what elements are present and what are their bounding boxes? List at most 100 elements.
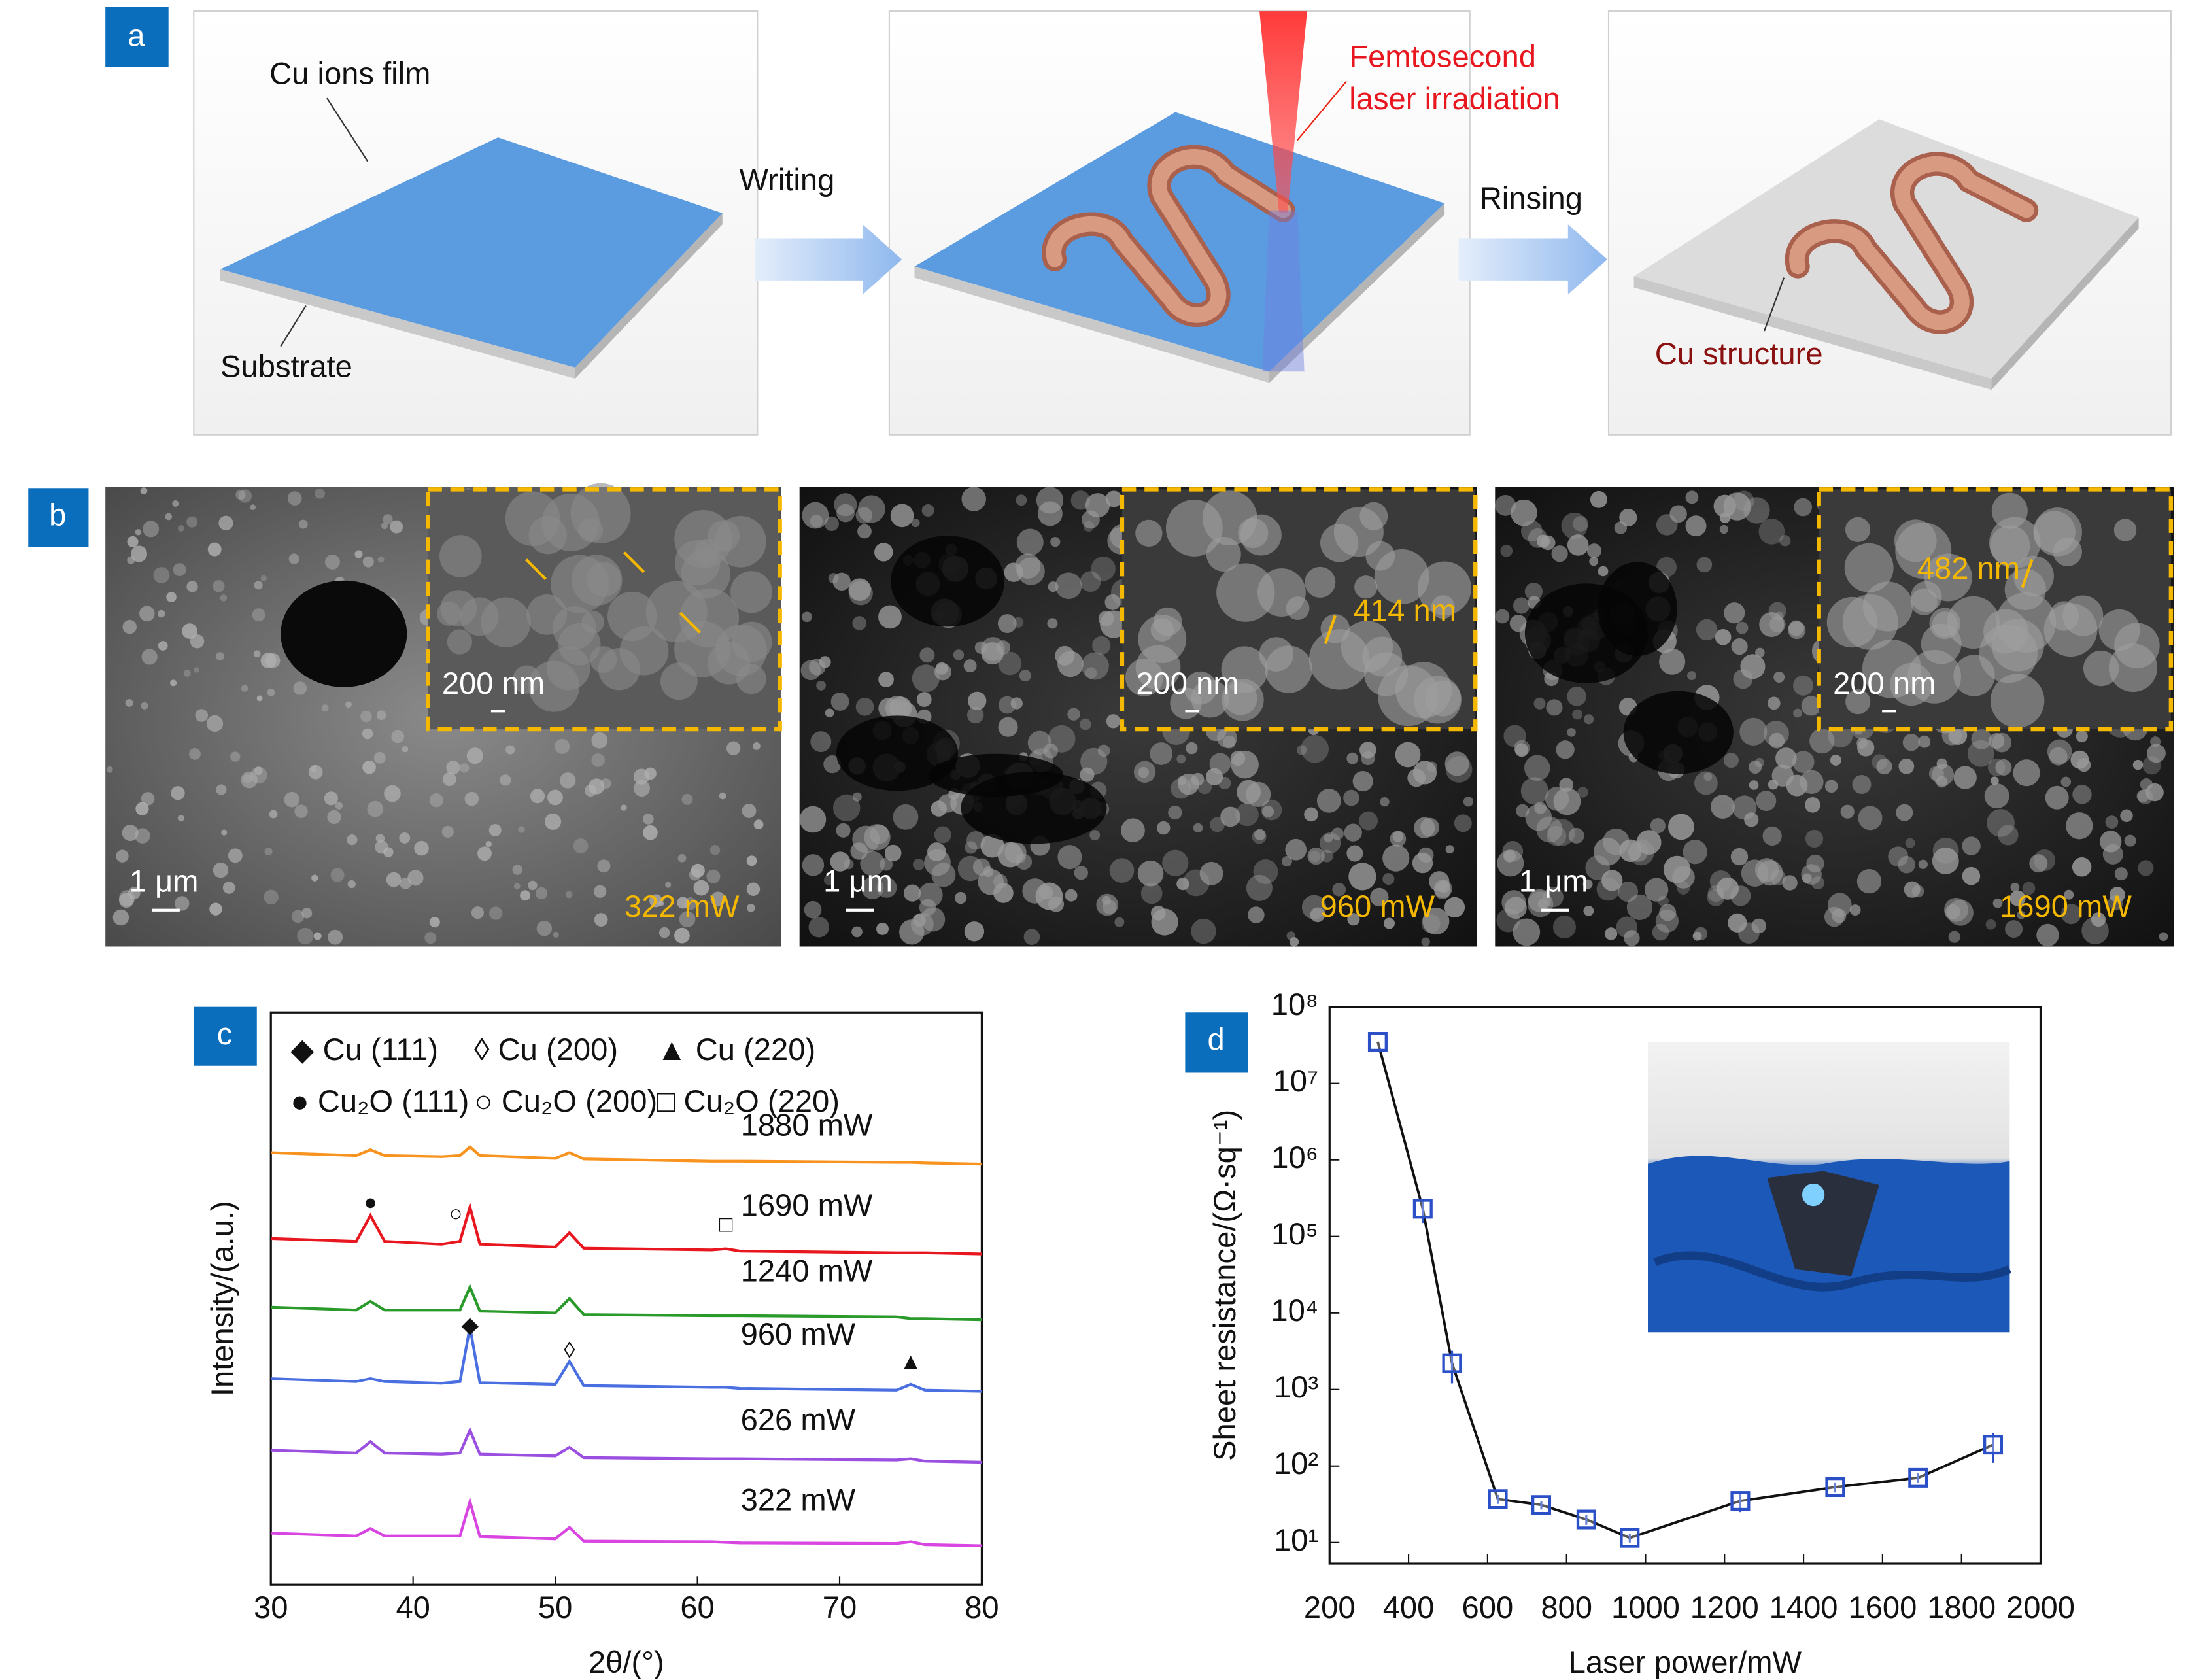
grain: [1779, 535, 1791, 547]
grain: [158, 641, 168, 651]
grain: [313, 932, 322, 940]
grain: [1936, 758, 1948, 770]
grain: [1067, 708, 1080, 721]
grain: [674, 927, 690, 944]
grain: [1731, 638, 1748, 655]
grain: [823, 755, 842, 774]
grain: [513, 883, 521, 890]
grain: [2159, 932, 2168, 942]
grain: [481, 597, 531, 647]
legend-entry: □ Cu₂O (220): [657, 1084, 840, 1118]
grain: [182, 623, 197, 639]
grain: [957, 855, 983, 882]
substrate: [1633, 119, 2139, 379]
grain: [746, 882, 761, 896]
grain: [1216, 563, 1275, 622]
grain: [2022, 882, 2036, 895]
leader: [326, 97, 369, 162]
grain: [660, 662, 698, 700]
grain: [1683, 840, 1707, 865]
grain: [1756, 791, 1777, 812]
spectrum: [271, 1145, 982, 1166]
label: laser irradiation: [1349, 81, 1560, 116]
grain: [1210, 817, 1225, 832]
grain: [594, 885, 607, 898]
grain: [555, 738, 570, 754]
grain: [2060, 904, 2081, 925]
grain: [139, 606, 155, 622]
grain: [116, 849, 129, 863]
grain: [1354, 575, 1378, 599]
grain: [607, 591, 657, 642]
grain: [855, 507, 872, 524]
grain: [315, 488, 325, 499]
grain: [250, 504, 256, 511]
grain: [1176, 877, 1189, 891]
grain: [347, 834, 358, 846]
grain: [135, 528, 142, 536]
grain: [1454, 814, 1472, 832]
grain: [2150, 736, 2161, 747]
grain: [141, 649, 158, 665]
x-tick-label: 1800: [1927, 1590, 1996, 1624]
grain: [852, 792, 862, 802]
grain: [997, 614, 1017, 633]
label: Writing: [739, 162, 834, 197]
grain: [1617, 881, 1639, 902]
grain: [135, 802, 149, 815]
substrate-edge: [1269, 203, 1445, 383]
inset-photo: [1648, 1042, 2011, 1333]
arrow: [1458, 224, 1607, 295]
grain: [1749, 760, 1762, 774]
grain: [488, 824, 502, 837]
grain: [1556, 740, 1575, 759]
grain: [252, 608, 265, 622]
grain: [1755, 647, 1765, 658]
grain: [1140, 882, 1163, 904]
grain: [621, 804, 627, 811]
x-tick-label: 200: [1304, 1590, 1356, 1624]
grain: [834, 493, 857, 517]
measure-mark: [2021, 558, 2034, 589]
grain: [1567, 728, 1576, 737]
grain: [536, 921, 553, 936]
grain: [1221, 646, 1269, 693]
grain: [1259, 637, 1294, 672]
grain: [848, 578, 872, 601]
grain: [1703, 772, 1713, 781]
grain: [1771, 764, 1794, 787]
grain: [2108, 895, 2123, 911]
grain: [377, 556, 385, 563]
grain: [177, 815, 184, 822]
grain: [195, 709, 209, 722]
grain: [1333, 507, 1384, 557]
inset-border: [1817, 487, 2174, 732]
power-label: 322 mW: [624, 889, 740, 923]
grain: [512, 865, 522, 875]
grain: [1390, 831, 1407, 847]
grain: [1768, 602, 1786, 620]
grain: [1801, 864, 1822, 885]
grain: [106, 766, 113, 773]
x-tick-label: 1000: [1611, 1590, 1680, 1624]
grain: [1513, 597, 1530, 614]
grain: [301, 908, 313, 919]
grain: [1380, 797, 1390, 807]
x-tick-label: 600: [1462, 1590, 1514, 1624]
grain: [2114, 867, 2128, 881]
grain: [1732, 795, 1757, 820]
x-tick-label: 1600: [1848, 1590, 1917, 1624]
grain: [1947, 596, 2000, 649]
grain: [1696, 619, 1718, 641]
grain: [966, 706, 984, 724]
grain: [1551, 545, 1568, 562]
substrate-edge: [1633, 276, 1992, 390]
grain: [324, 791, 339, 806]
grain: [966, 831, 985, 850]
measure-label: 482 nm: [1917, 551, 2020, 585]
grain: [256, 695, 263, 702]
y-tick-label: 10⁶: [1271, 1140, 1318, 1174]
grain: [1619, 508, 1637, 527]
grain: [1953, 655, 1995, 696]
